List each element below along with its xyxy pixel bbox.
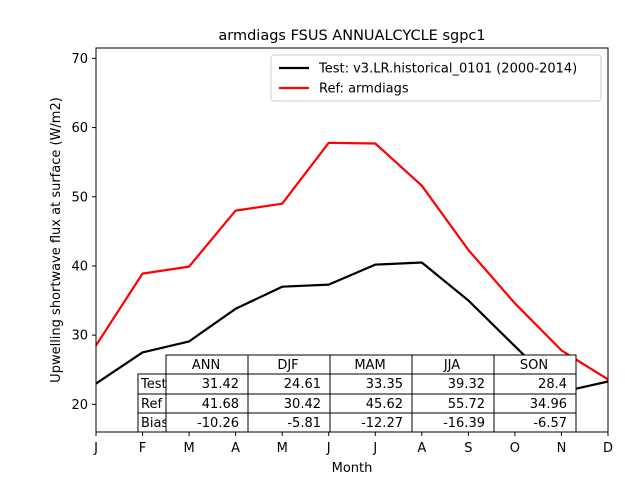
table-cell-value: 31.42 (202, 377, 239, 392)
table-row-label: Ref (141, 397, 162, 412)
x-tick-label: M (277, 441, 288, 456)
x-tick-label: A (231, 441, 240, 456)
series-line-test (95, 261, 609, 393)
table-cell-value: 55.72 (448, 397, 485, 412)
y-tick-label: 30 (71, 329, 88, 344)
chart-title: armdiags FSUS ANNUALCYCLE sgpc1 (218, 28, 485, 44)
y-tick-label: 20 (71, 398, 88, 413)
table-cell-value: -10.26 (197, 416, 239, 431)
table-cell-value: -6.57 (533, 416, 567, 431)
table-cell-value: 39.32 (448, 377, 485, 392)
table-header-label: SON (520, 358, 548, 373)
x-axis-label: Month (332, 461, 373, 476)
table-cell-value: 45.62 (366, 397, 403, 412)
y-axis-label: Upwelling shortwave flux at surface (W/m… (49, 97, 64, 383)
table-header-label: DJF (277, 358, 298, 373)
table-cell-value: 28.4 (538, 377, 567, 392)
x-tick-label: N (557, 441, 567, 456)
table-cell-value: 24.61 (284, 377, 321, 392)
table-header-label: ANN (192, 358, 220, 373)
table-cell-value: -5.81 (287, 416, 321, 431)
table-cell-value: 33.35 (366, 377, 403, 392)
y-tick-label: 40 (71, 259, 88, 274)
table-cell-value: 30.42 (284, 397, 321, 412)
x-tick-label: F (139, 441, 146, 456)
stats-table: ANN DJF MAM JJA SON Test 31.42 24.61 33.35 39.32 2… (137, 354, 577, 433)
x-tick-label: S (464, 441, 472, 456)
series-line-ref (95, 141, 609, 381)
y-tick-label: 60 (71, 121, 88, 136)
x-tick-label: D (603, 441, 613, 456)
y-tick-label: 70 (71, 52, 88, 67)
x-tick-label: J (372, 441, 377, 456)
legend: Test: v3.LR.historical_0101 (2000-2014) R… (270, 54, 602, 102)
table-row-label: Test (140, 377, 167, 392)
series-lines (95, 141, 609, 393)
x-tick-label: O (510, 441, 520, 456)
table-cell-value: 34.96 (530, 397, 567, 412)
y-tick-label: 50 (71, 190, 88, 205)
table-row-label: Bias (141, 416, 168, 431)
x-tick-label: A (417, 441, 426, 456)
legend-box (270, 54, 602, 102)
table-cell-value: -12.27 (361, 416, 403, 431)
y-axis: 20 30 40 50 60 70 (71, 52, 96, 413)
table-cell-value: -16.39 (443, 416, 485, 431)
x-tick-label: J (326, 441, 331, 456)
table-header-label: MAM (354, 358, 385, 373)
x-tick-label: M (183, 441, 194, 456)
plot-frame (95, 47, 609, 433)
legend-label: Test: v3.LR.historical_0101 (2000-2014) (318, 62, 577, 77)
table-header-label: JJA (443, 358, 460, 373)
legend-label: Ref: armdiags (319, 82, 409, 97)
x-tick-label: J (93, 441, 98, 456)
table-cell-value: 41.68 (202, 397, 239, 412)
